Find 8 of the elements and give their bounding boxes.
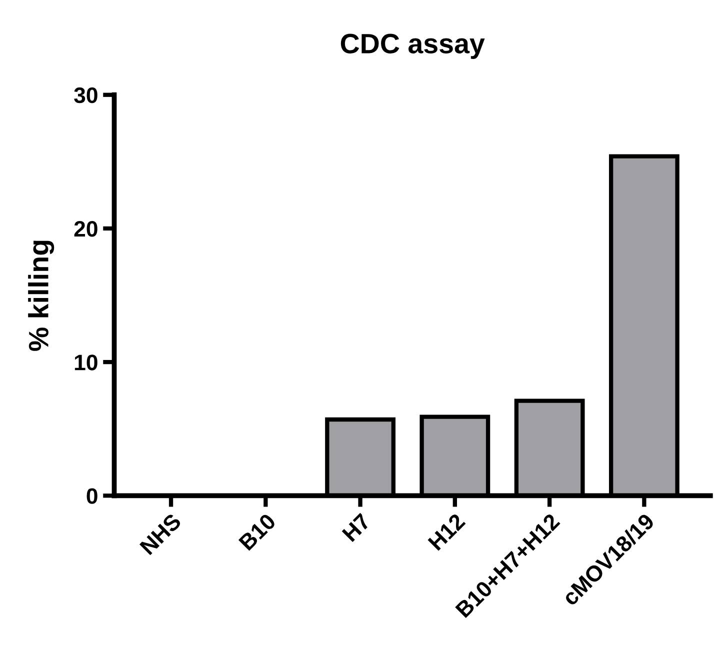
- x-tick-label: H7: [342, 512, 371, 542]
- y-axis-title: % killing: [28, 240, 54, 351]
- y-tick-label: 30: [74, 87, 98, 104]
- chart-title: CDC assay: [340, 34, 485, 59]
- x-tick-label: B10: [238, 512, 277, 551]
- y-tick-label: 0: [86, 488, 98, 504]
- y-tick-label: 10: [74, 354, 98, 370]
- y-tick-label: 20: [74, 220, 98, 237]
